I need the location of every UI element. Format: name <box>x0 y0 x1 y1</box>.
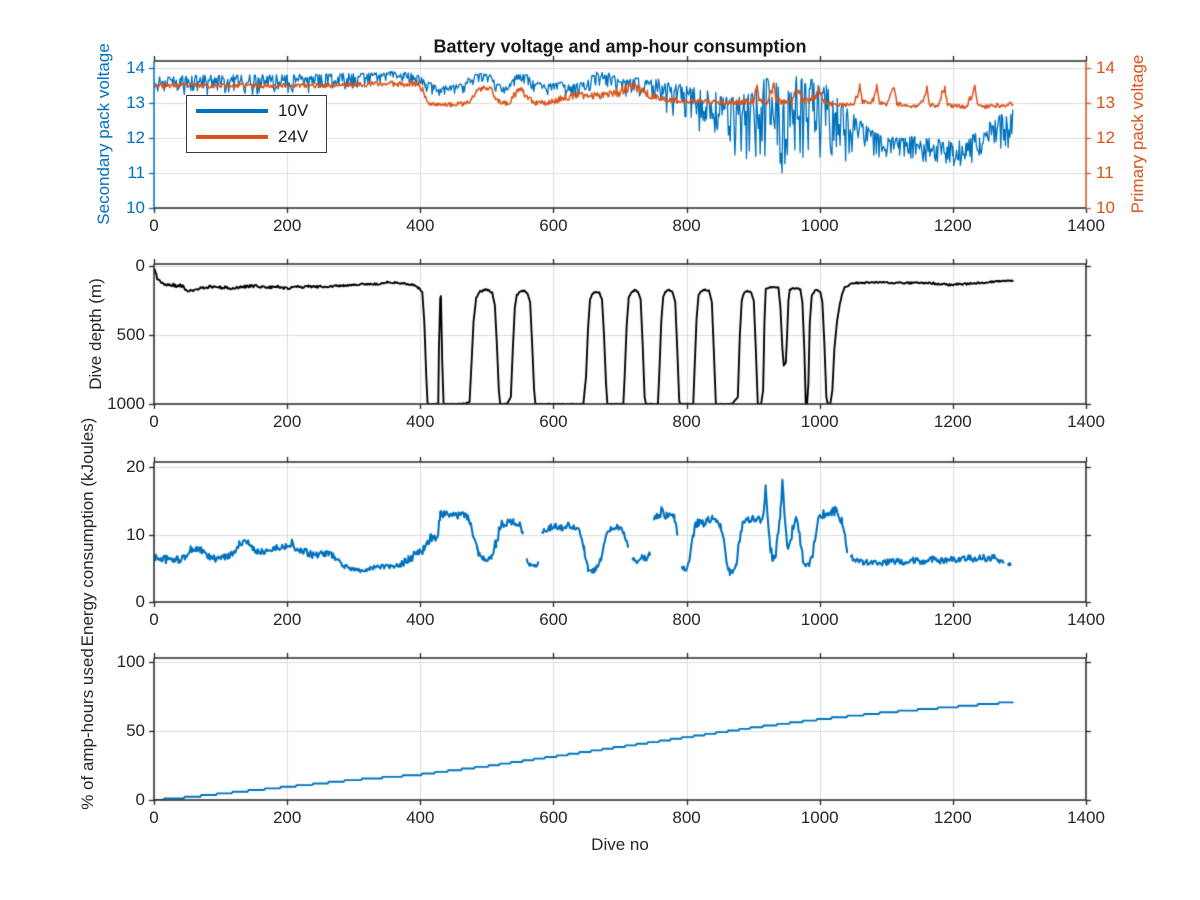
legend-entry-10v: 10V <box>196 101 326 121</box>
tick-label: 50 <box>126 721 145 741</box>
ylabel-energy-consumption: Energy consumption (kJoules) <box>78 417 97 647</box>
tick-label: 0 <box>149 610 159 629</box>
tick-label: 1400 <box>1067 412 1105 431</box>
tick-label: 1200 <box>933 216 972 235</box>
ylabel-primary-pack-voltage: Primary pack voltage <box>1128 54 1147 214</box>
legend-label-10v: 10V <box>278 101 309 121</box>
tick-label: 11 <box>127 163 145 182</box>
ylabel-amp-hours-used: % of amp-hours used <box>78 648 97 810</box>
tick-label: 600 <box>539 216 568 235</box>
tick-label: 12 <box>1096 128 1115 147</box>
tick-label: 14 <box>1096 58 1115 77</box>
tick-label: 1400 <box>1067 610 1105 629</box>
tick-label: 0 <box>135 256 145 276</box>
tick-label: 400 <box>406 808 435 827</box>
tick-label: 12 <box>126 128 145 147</box>
tick-label: 200 <box>272 216 302 235</box>
legend: 10V 24V <box>186 95 327 153</box>
xlabel-dive-no: Dive no <box>591 835 649 854</box>
tick-label: 1000 <box>800 412 839 431</box>
tick-label: 1200 <box>933 808 972 827</box>
tick-label: 200 <box>272 610 302 629</box>
tick-label: 600 <box>539 610 568 629</box>
tick-label: 100 <box>116 652 145 672</box>
tick-label: 1400 <box>1067 216 1105 235</box>
tick-label: 0 <box>149 216 159 235</box>
tick-label: 400 <box>406 412 435 431</box>
tick-label: 10 <box>126 524 145 544</box>
legend-label-24v: 24V <box>278 126 309 146</box>
tick-label: 500 <box>116 325 145 345</box>
tick-label: 800 <box>672 216 701 235</box>
tick-label: 400 <box>406 610 435 629</box>
tick-label: 200 <box>272 808 302 827</box>
legend-line-sample-10v-icon <box>196 109 268 114</box>
tick-label: 0 <box>149 808 159 827</box>
tick-label: 1000 <box>107 394 145 413</box>
tick-label: 1000 <box>800 216 839 235</box>
figure-title: Battery voltage and amp-hour consumption <box>433 36 807 57</box>
ylabel-dive-depth: Dive depth (m) <box>86 278 105 390</box>
tick-label: 400 <box>406 216 435 235</box>
tick-label: 20 <box>126 457 145 477</box>
tick-label: 14 <box>126 58 145 77</box>
tick-label: 800 <box>672 610 701 629</box>
tick-label: 600 <box>539 412 568 431</box>
tick-label: 800 <box>672 808 701 827</box>
tick-label: 0 <box>135 790 145 809</box>
tick-label: 13 <box>1096 93 1115 112</box>
tick-label: 1200 <box>933 412 972 431</box>
tick-label: 11 <box>1096 163 1114 182</box>
tick-label: 1200 <box>933 610 972 629</box>
ylabel-secondary-pack-voltage: Secondary pack voltage <box>94 43 113 225</box>
tick-label: 10 <box>126 198 145 217</box>
tick-label: 0 <box>149 412 159 431</box>
tick-label: 800 <box>672 412 701 431</box>
tick-label: 1000 <box>800 808 839 827</box>
tick-label: 0 <box>135 592 145 611</box>
legend-entry-24v: 24V <box>196 127 326 147</box>
tick-label: 10 <box>1096 198 1115 217</box>
tick-label: 600 <box>539 808 568 827</box>
tick-label: 1000 <box>800 610 839 629</box>
legend-line-sample-24v-icon <box>196 134 268 139</box>
tick-label: 1400 <box>1067 808 1105 827</box>
tick-label: 200 <box>272 412 302 431</box>
tick-label: 13 <box>126 93 145 112</box>
